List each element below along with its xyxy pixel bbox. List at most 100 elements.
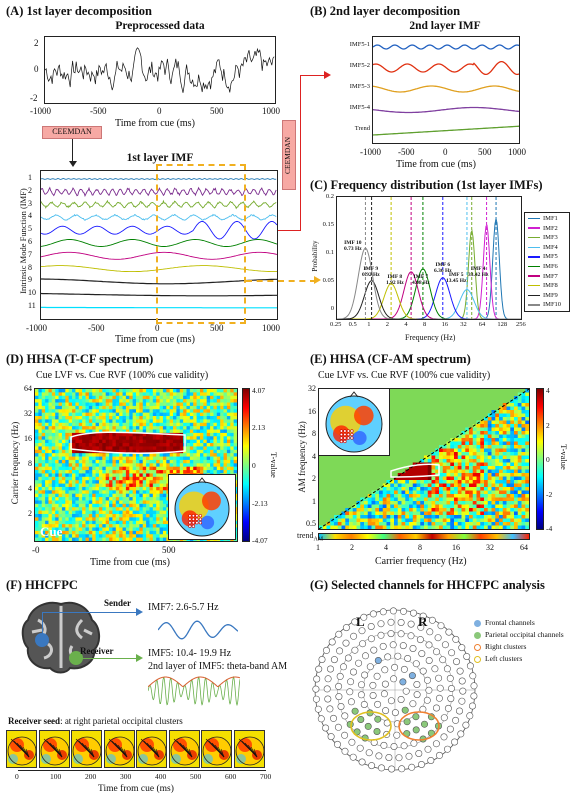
tcf-cell [152, 439, 157, 444]
cfam-cell [450, 501, 455, 505]
tcf-cell [226, 443, 231, 447]
tcf-cell [146, 399, 150, 403]
electrode [367, 635, 375, 643]
tcf-cell [125, 520, 130, 525]
cfam-cell [469, 427, 474, 432]
tcf-cell [173, 389, 177, 393]
cfam-cell [401, 476, 406, 481]
tcf-cell [48, 530, 53, 535]
cfam-cell [510, 476, 515, 481]
imf-trace [40, 199, 277, 210]
cluster-electrode [346, 429, 351, 433]
tcf-cell [48, 405, 53, 410]
cfam-cell [499, 480, 504, 484]
tcf-cell [146, 439, 150, 444]
tcf-cell [35, 470, 39, 474]
tcf-cell [105, 416, 110, 420]
electrode [373, 672, 381, 680]
cfam-cell [502, 448, 507, 453]
freq-legend-item: IMF9 [528, 292, 558, 299]
cfam-cell [446, 494, 451, 498]
cfam-cell [416, 511, 421, 516]
cfam-cell [457, 522, 462, 526]
tcf-cell [68, 392, 73, 397]
cfam-cell [514, 525, 519, 529]
cfam-cell [480, 455, 485, 460]
seed-xtick: 700 [260, 772, 272, 781]
tcf-cell [85, 520, 90, 525]
legend-swatch [528, 236, 540, 239]
tcf-cell [51, 443, 56, 447]
tcf-cell [65, 530, 70, 535]
electrode [356, 744, 364, 752]
cfam-cell [394, 476, 399, 481]
cfam-cell [480, 480, 485, 484]
tcf-cell [61, 483, 66, 488]
tcf-cell [125, 399, 130, 403]
tcf-cell [230, 443, 235, 447]
cfam-cell [356, 508, 361, 512]
tcf-cell [213, 429, 218, 434]
tcf-cell [48, 473, 53, 478]
tcf-cell [199, 439, 204, 444]
tcf-cbar-t1: 2.13 [252, 423, 266, 432]
cfam-cell [487, 424, 492, 428]
tcf-cell [233, 389, 237, 393]
cfam-cell [506, 515, 511, 519]
cfam-cell [510, 441, 515, 446]
tcf-cell [95, 470, 100, 474]
cfam-cell [439, 487, 444, 491]
electrode [441, 641, 449, 649]
tcf-cell [95, 486, 100, 491]
tcf-cell [220, 432, 224, 437]
tcf-cell [88, 392, 93, 397]
seed-xticks: 0 100 200 300 400 500 600 700 [15, 772, 278, 782]
tcf-cell [146, 446, 150, 451]
tcf-cell [38, 456, 43, 461]
tcf-cell [226, 399, 231, 403]
tcf-cell [162, 422, 167, 427]
cfam-cell [386, 490, 391, 495]
cfam-cell [360, 504, 365, 509]
tcf-cell [226, 470, 231, 474]
cfam-cell [409, 525, 414, 529]
tcf-cell [45, 510, 49, 515]
tcf-cell [102, 419, 107, 424]
cfam-cell [495, 413, 500, 418]
tcf-cell [152, 490, 157, 495]
cfam-cell [521, 410, 526, 414]
tcf-cell [216, 443, 221, 447]
imf2-signals [372, 44, 520, 136]
tcf-cell [51, 497, 56, 501]
tcf-cell [176, 463, 181, 468]
tcf-cell [82, 409, 86, 414]
electrode [470, 682, 478, 690]
cfam-cell [367, 497, 372, 502]
cfam-cell [521, 406, 526, 411]
tcf-cell [95, 416, 100, 420]
tcf-cell [146, 459, 150, 464]
tcf-cell [122, 507, 127, 511]
cfam-cell [427, 466, 432, 470]
tcf-cell [159, 497, 164, 501]
tcf-cell [51, 490, 56, 495]
freq-legend: IMF1 IMF2 IMF3 IMF4 IMF5 IMF6 IMF7 IMF8 IMF9 IMF1… [524, 212, 570, 312]
cfam-cell [484, 511, 489, 516]
cfam-cell [472, 424, 477, 428]
tcf-cell [186, 459, 191, 464]
electrode [440, 714, 448, 722]
cfam-cell [465, 434, 470, 439]
tcf-cell [223, 429, 228, 434]
cfam-cell [484, 518, 489, 523]
tcf-cell [156, 405, 160, 410]
peak-freq: 13.45 Hz [446, 278, 467, 284]
tcf-cell [78, 439, 83, 444]
tcf-cell [85, 463, 90, 468]
electrode [412, 726, 420, 734]
tcf-cell [58, 507, 63, 511]
cfam-cell [424, 476, 429, 481]
electrode [397, 696, 405, 704]
tcf-cell [109, 517, 113, 522]
tcf-cell [233, 456, 237, 461]
tcf-cell [45, 392, 49, 397]
